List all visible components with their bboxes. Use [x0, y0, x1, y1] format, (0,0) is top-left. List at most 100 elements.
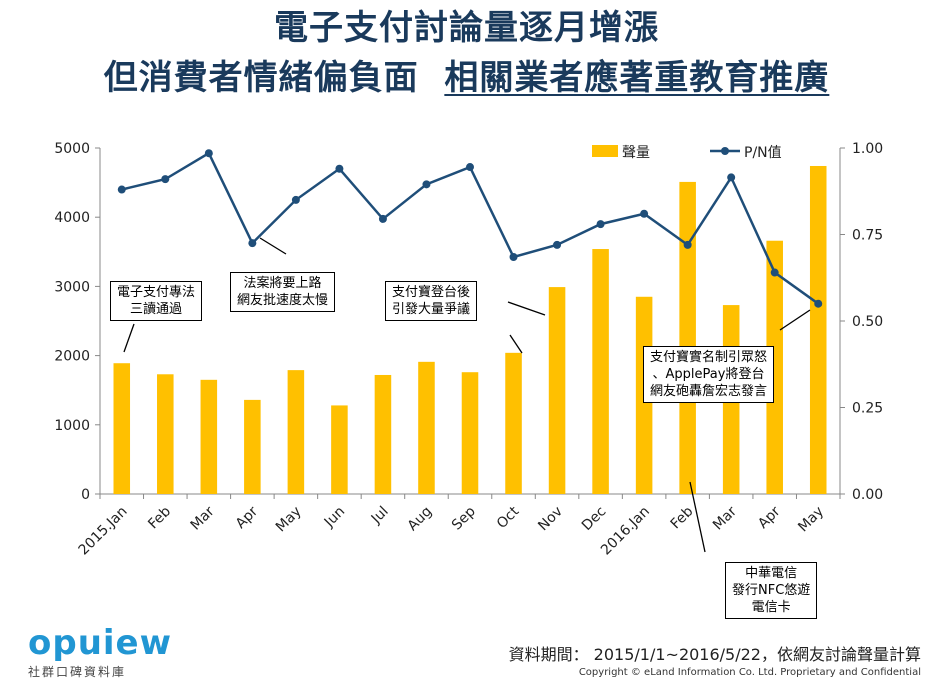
pn-point [335, 164, 344, 173]
annotation-pointers [123, 237, 811, 553]
pn-point [204, 149, 213, 158]
title-line-2-part-a: 但消費者情緒偏負面 [103, 58, 419, 98]
pn-point [378, 214, 387, 223]
bar [157, 374, 174, 494]
right-tick-label: 0.50 [852, 314, 883, 330]
x-tick-label: Feb [145, 503, 174, 532]
annotation-ecommerce-law: 電子支付專法 三讀通過 [110, 281, 203, 321]
bar [287, 370, 305, 494]
annotation-line: 三讀通過 [130, 302, 183, 317]
annotation-pointer-line [779, 309, 811, 331]
legend-swatch-bar [592, 145, 618, 157]
pn-point [683, 240, 692, 249]
x-tick-label: Mar [710, 503, 740, 533]
copyright-notice: Copyright © eLand Information Co. Ltd. P… [578, 667, 921, 678]
x-tick-label: Nov [535, 504, 566, 535]
annotation-line: 電信卡 [751, 600, 791, 615]
left-tick-label: 2000 [54, 349, 90, 365]
x-tick-label: Dec [579, 504, 609, 534]
logo-wordmark: opuiew [28, 623, 173, 663]
pn-point [814, 299, 823, 308]
annotation-line: 支付寶登台後 [392, 285, 471, 300]
bar [200, 379, 218, 494]
bar [548, 287, 566, 494]
annotation-law-launch: 法案將要上路 網友批速度太慢 [230, 272, 336, 312]
left-tick-label: 3000 [54, 279, 90, 295]
bar [809, 165, 827, 494]
bar [244, 399, 261, 494]
right-tick-label: 0.75 [852, 228, 883, 244]
pn-point [291, 195, 300, 204]
x-tick-label: Aug [405, 504, 436, 535]
pn-point [161, 175, 170, 184]
x-tick-label: Jul [368, 504, 392, 528]
annotation-line: 網友批速度太慢 [237, 293, 329, 308]
annotation-pointer-line [509, 334, 523, 354]
legend-marker-line [721, 147, 729, 155]
line-series [117, 149, 823, 308]
right-tick-label: 0.00 [852, 487, 883, 503]
annotation-cht-nfc: 中華電信 發行NFC悠遊 電信卡 [725, 562, 818, 619]
pn-point [553, 240, 562, 249]
bar [113, 363, 131, 494]
data-period-note: 資料期間： 2015/1/1~2016/5/22，依網友討論聲量計算 [508, 645, 921, 664]
legend-label-bar: 聲量 [622, 144, 650, 161]
x-tick-label: Apr [755, 503, 784, 532]
annotation-applepay: 支付寶實名制引眾怒 、ApplePay將登台 網友砲轟詹宏志發言 [643, 346, 775, 403]
annotation-pointer-line [259, 237, 287, 255]
pn-point [509, 252, 518, 261]
title-line-2: 但消費者情緒偏負面 相關業者應著重教育推廣 [0, 58, 933, 98]
bar [374, 374, 392, 494]
annotation-line: 發行NFC悠遊 [732, 583, 811, 598]
x-tick-label: 2015.Jan [76, 504, 131, 559]
x-tick-label: Apr [233, 503, 262, 532]
logo-subtitle: 社群口碑資料庫 [28, 665, 127, 679]
pn-point [466, 163, 474, 172]
pn-point [422, 180, 431, 189]
pn-point [596, 220, 605, 229]
annotation-line: 中華電信 [745, 566, 798, 581]
x-tick-label: Feb [668, 503, 697, 532]
annotation-line: 引發大量爭議 [392, 302, 471, 317]
title-line-2-part-b: 相關業者應著重教育推廣 [444, 58, 830, 98]
pn-point [640, 209, 649, 218]
annotation-line: 網友砲轟詹宏志發言 [650, 384, 768, 399]
x-tick-label: Sep [449, 503, 479, 533]
pn-point [727, 173, 736, 182]
bar [331, 405, 348, 494]
left-tick-label: 5000 [54, 141, 90, 157]
bar [418, 361, 435, 494]
bar [679, 181, 696, 494]
annotation-line: 法案將要上路 [243, 276, 322, 291]
title-line-1: 電子支付討論量逐月增漲 [274, 8, 659, 48]
bar [766, 240, 783, 494]
bar [461, 372, 479, 494]
pn-point [770, 268, 779, 277]
legend-label-line: P/N值 [744, 145, 782, 161]
bar-series [113, 165, 827, 494]
x-tick-label: May [795, 504, 827, 536]
annotation-line: 電子支付專法 [117, 285, 196, 300]
annotation-pointer-line [507, 301, 546, 316]
annotation-pointer-line [123, 323, 135, 353]
bar [505, 352, 522, 494]
x-tick-label: Jun [321, 504, 348, 531]
annotation-line: 支付寶實名制引眾怒 [650, 350, 768, 365]
x-tick-label: May [273, 504, 305, 536]
right-tick-label: 0.25 [852, 401, 883, 417]
bar [592, 249, 609, 494]
left-tick-label: 4000 [54, 210, 90, 226]
x-tick-label: Mar [188, 503, 218, 533]
left-tick-label: 0 [81, 487, 90, 503]
pn-point [248, 239, 257, 248]
pn-point [117, 185, 126, 194]
annotation-pointer-line [689, 481, 706, 553]
right-tick-label: 1.00 [852, 141, 883, 157]
annotation-line: 、ApplePay將登台 [652, 367, 765, 382]
x-tick-label: Oct [494, 503, 523, 532]
legend: 聲量 P/N值 [592, 144, 782, 161]
opview-logo: opuiew 社群口碑資料庫 [28, 624, 172, 680]
left-tick-label: 1000 [54, 418, 90, 434]
annotation-alipay: 支付寶登台後 引發大量爭議 [385, 281, 478, 321]
